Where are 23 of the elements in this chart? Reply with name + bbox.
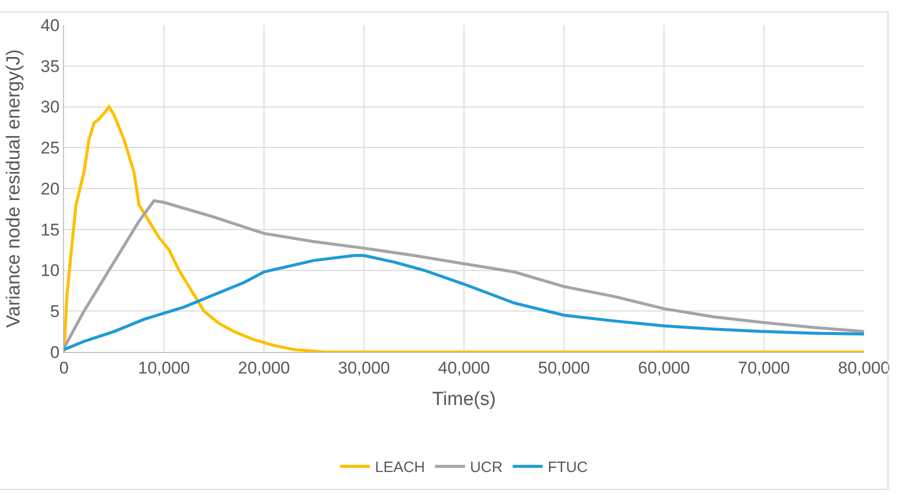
y-tick-label: 20 [40,179,60,198]
y-tick-label: 40 [40,16,60,35]
legend-label: FTUC [548,459,588,476]
y-tick-label: 35 [40,56,60,76]
legend-label: LEACH [375,459,426,476]
x-tick-label: 70,000 [738,358,790,378]
y-tick-label: 0 [50,342,60,362]
x-axis-title: Time(s) [432,389,496,410]
y-tick-label: 25 [40,138,60,158]
legend-label: UCR [470,459,503,476]
x-tick-label: 30,000 [338,358,390,378]
y-axis-title: Variance node residual energy(J) [4,49,25,328]
x-tick-label: 10,000 [138,358,190,378]
line-series [64,199,864,350]
y-tick-label: 5 [50,302,60,322]
x-tick-label: 40,000 [438,358,490,378]
y-tick-label: 15 [40,220,60,240]
x-tick-label: 80,000 [838,358,890,378]
y-tick-label: 10 [40,261,60,280]
x-tick-label: 60,000 [638,358,690,378]
x-tick-label: 50,000 [538,358,590,378]
x-tick-label: 20,000 [238,358,290,378]
y-tick-label: 30 [40,98,60,117]
